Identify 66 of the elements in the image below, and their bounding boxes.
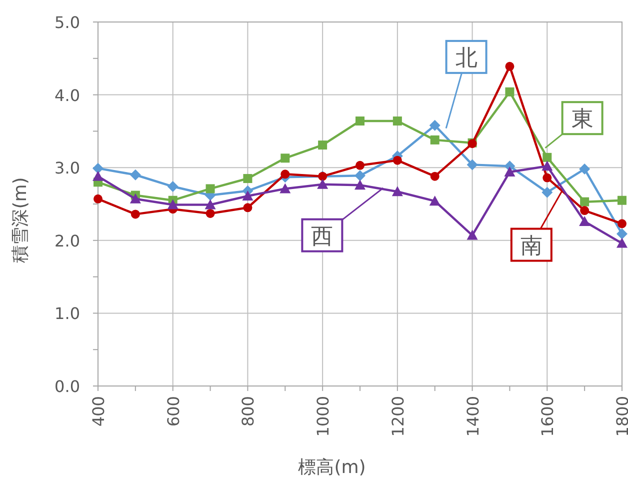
point [542,160,553,171]
series-label: 西 [311,224,334,250]
point [466,159,478,170]
point [430,172,440,181]
point [167,199,178,210]
y-axis-title: 積雪深(m) [10,177,31,263]
point [354,170,366,182]
point [167,181,178,192]
point [130,193,141,204]
point [243,174,252,184]
series-label: 南 [520,234,542,259]
point [130,169,141,180]
point [280,154,290,163]
point [580,206,590,216]
point [430,135,440,144]
point [204,199,216,210]
point [206,184,215,194]
point [466,230,478,240]
point [356,116,364,126]
point [392,186,403,196]
point [354,180,366,190]
y-tick-label: 3.0 [54,158,80,178]
point [616,238,628,248]
point [242,190,254,200]
point [392,116,402,126]
point [542,186,553,198]
point [356,160,364,170]
point [280,183,291,194]
point [280,170,290,179]
x-tick-label: 1000 [314,396,333,437]
x-tick-label: 800 [238,396,258,427]
y-tick-label: 4.0 [54,86,80,105]
x-tick-label: 1800 [613,396,628,437]
point [94,194,102,204]
x-axis-title: 標高(m) [298,457,366,478]
point [318,140,328,150]
point [429,196,440,206]
y-tick-label: 0.0 [54,377,80,396]
point [505,62,514,71]
point [616,228,628,240]
x-tick-label: 600 [164,396,183,427]
point [579,164,590,175]
series-label: 東 [571,107,594,132]
y-tick-label: 5.0 [54,13,80,32]
point [504,166,516,176]
point [579,216,590,226]
point [392,156,402,165]
y-tick-label: 1.0 [54,304,80,324]
point [580,197,590,206]
y-tick-label: 2.0 [54,231,80,250]
point [317,178,328,189]
point [92,162,104,174]
point [542,152,552,162]
x-tick-label: 1200 [388,396,408,437]
point [206,208,215,218]
point [92,170,104,181]
point [618,219,626,228]
point [542,173,552,182]
x-tick-label: 1400 [463,396,482,437]
point [130,210,140,219]
x-tick-label: 1600 [538,396,558,437]
x-tick-label: 400 [89,396,108,427]
point [429,120,440,131]
point [243,203,252,212]
point [505,87,514,96]
point [618,196,626,205]
